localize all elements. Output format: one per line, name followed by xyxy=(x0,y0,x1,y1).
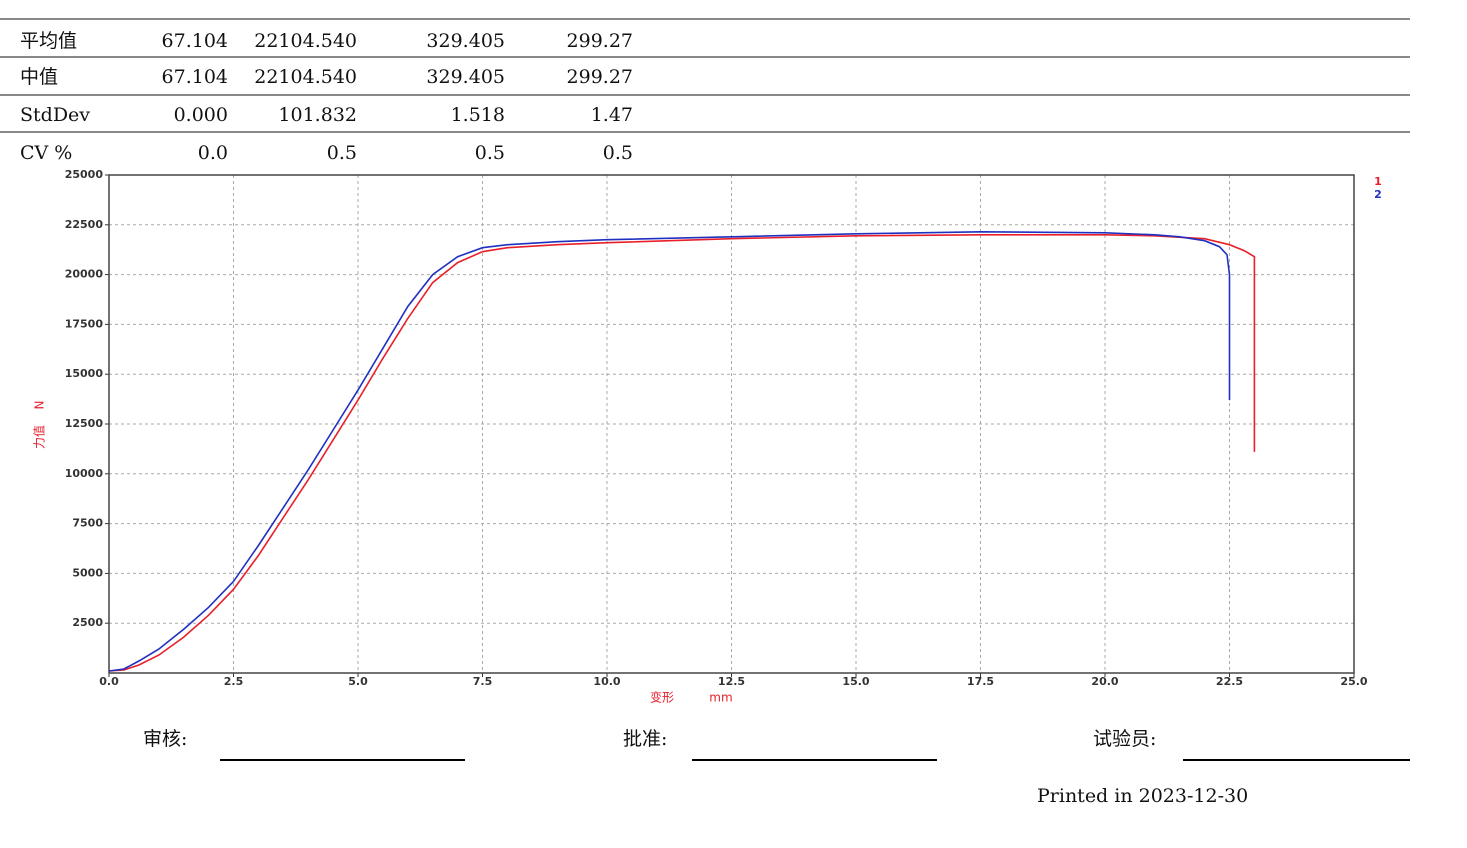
table-value: 22104.540 xyxy=(254,66,357,88)
row-label: CV % xyxy=(20,142,72,164)
tester-label: 试验员: xyxy=(1093,728,1156,750)
table-value: 0.0 xyxy=(198,142,228,164)
y-tick-label: 2500 xyxy=(72,616,103,629)
table-value: 67.104 xyxy=(162,30,228,52)
table-value: 299.27 xyxy=(567,30,633,52)
legend-entry: 1 xyxy=(1374,175,1382,188)
table-value: 329.405 xyxy=(426,66,505,88)
y-tick-label: 22500 xyxy=(65,218,104,231)
x-tick-label: 22.5 xyxy=(1216,675,1243,688)
x-tick-label: 25.0 xyxy=(1340,675,1367,688)
table-value: 1.47 xyxy=(591,104,633,126)
table-value: 0.5 xyxy=(327,142,357,164)
table-value: 0.5 xyxy=(475,142,505,164)
x-tick-label: 5.0 xyxy=(348,675,368,688)
plot-frame xyxy=(108,174,1355,674)
table-value: 101.832 xyxy=(278,104,357,126)
row-label: 平均值 xyxy=(20,30,77,52)
y-tick-label: 20000 xyxy=(65,268,104,281)
print-date: Printed in 2023-12-30 xyxy=(1037,785,1248,807)
legend-entry: 2 xyxy=(1374,188,1382,201)
reviewer-label: 审核: xyxy=(143,728,187,750)
x-tick-label: 17.5 xyxy=(967,675,994,688)
x-tick-label: 10.0 xyxy=(593,675,620,688)
approver-label: 批准: xyxy=(623,728,667,750)
table-value: 67.104 xyxy=(162,66,228,88)
x-tick-label: 7.5 xyxy=(473,675,493,688)
x-tick-label: 12.5 xyxy=(718,675,745,688)
table-value: 299.27 xyxy=(567,66,633,88)
y-tick-label: 10000 xyxy=(65,467,104,480)
table-value: 22104.540 xyxy=(254,30,357,52)
x-axis-label: 变形 xyxy=(650,690,674,705)
row-label: StdDev xyxy=(20,104,90,126)
row-label: 中值 xyxy=(20,66,58,88)
y-axis-unit: N xyxy=(33,401,47,410)
y-tick-label: 17500 xyxy=(65,317,104,330)
x-tick-label: 0.0 xyxy=(99,675,119,688)
y-tick-label: 25000 xyxy=(65,168,104,181)
x-tick-label: 2.5 xyxy=(224,675,244,688)
x-tick-label: 20.0 xyxy=(1091,675,1118,688)
table-value: 1.518 xyxy=(451,104,505,126)
x-axis-unit: mm xyxy=(709,691,732,705)
y-tick-label: 12500 xyxy=(65,417,104,430)
y-axis-label: 力值 xyxy=(32,425,47,449)
data-line xyxy=(108,234,1256,672)
y-tick-label: 7500 xyxy=(72,517,103,530)
y-tick-label: 15000 xyxy=(65,367,104,380)
table-value: 329.405 xyxy=(426,30,505,52)
y-tick-label: 5000 xyxy=(72,566,103,579)
x-tick-label: 15.0 xyxy=(842,675,869,688)
table-value: 0.5 xyxy=(603,142,633,164)
table-value: 0.000 xyxy=(174,104,228,126)
data-line xyxy=(108,230,1231,672)
